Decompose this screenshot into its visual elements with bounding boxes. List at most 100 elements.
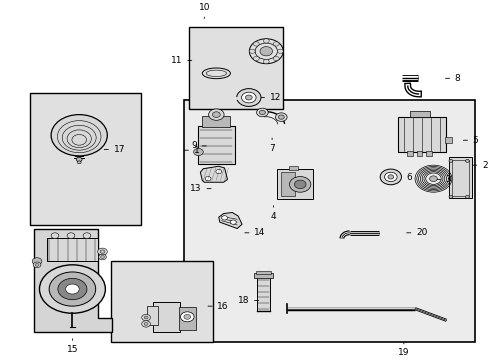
Bar <box>253 273 272 278</box>
Bar <box>111 261 213 342</box>
Circle shape <box>236 89 261 107</box>
Circle shape <box>273 42 279 46</box>
Circle shape <box>76 157 82 162</box>
Text: 18: 18 <box>237 296 249 305</box>
Circle shape <box>32 258 42 265</box>
Bar <box>426 151 431 156</box>
Circle shape <box>205 176 211 181</box>
Bar <box>47 238 98 261</box>
Circle shape <box>230 220 236 224</box>
Text: 7: 7 <box>269 144 274 153</box>
Text: 3: 3 <box>445 175 450 184</box>
Circle shape <box>142 314 150 321</box>
Text: 17: 17 <box>113 145 125 154</box>
Circle shape <box>263 39 268 43</box>
Circle shape <box>212 112 220 117</box>
Text: 9: 9 <box>191 141 197 150</box>
Circle shape <box>51 233 59 238</box>
Polygon shape <box>200 166 227 182</box>
Circle shape <box>33 262 41 268</box>
Circle shape <box>142 321 150 327</box>
Circle shape <box>99 254 106 260</box>
Circle shape <box>65 284 79 294</box>
Circle shape <box>253 42 259 46</box>
Bar <box>288 166 297 170</box>
Circle shape <box>241 92 256 103</box>
Text: 14: 14 <box>254 228 265 237</box>
Bar <box>153 302 180 333</box>
Text: 19: 19 <box>397 348 409 357</box>
Circle shape <box>58 278 87 300</box>
Circle shape <box>448 159 452 162</box>
Bar <box>255 270 270 274</box>
Bar <box>444 137 451 143</box>
Text: 15: 15 <box>66 345 78 354</box>
Text: 13: 13 <box>190 184 202 193</box>
Circle shape <box>263 59 268 64</box>
Circle shape <box>144 316 148 319</box>
Circle shape <box>144 323 148 325</box>
Circle shape <box>180 312 194 322</box>
Text: 1: 1 <box>193 146 199 155</box>
Circle shape <box>183 314 190 319</box>
Circle shape <box>51 114 107 156</box>
Circle shape <box>35 264 39 266</box>
Text: 6: 6 <box>406 174 411 183</box>
Circle shape <box>429 176 436 181</box>
Circle shape <box>245 95 252 100</box>
Circle shape <box>193 148 203 156</box>
Bar <box>409 111 429 117</box>
Bar <box>406 151 412 156</box>
Circle shape <box>387 175 393 179</box>
Bar <box>416 151 422 156</box>
Text: 16: 16 <box>217 302 228 311</box>
Text: 8: 8 <box>454 74 460 83</box>
Circle shape <box>379 169 401 185</box>
Circle shape <box>275 113 286 121</box>
Bar <box>183 100 474 342</box>
Bar <box>30 93 141 225</box>
Bar <box>448 157 471 198</box>
Circle shape <box>49 272 96 306</box>
Circle shape <box>273 57 279 61</box>
Circle shape <box>40 265 105 313</box>
Bar <box>256 277 269 311</box>
Bar <box>179 307 196 330</box>
Circle shape <box>77 161 81 164</box>
Bar <box>198 126 234 165</box>
Bar <box>280 172 295 197</box>
Bar <box>202 116 230 127</box>
Circle shape <box>465 195 468 198</box>
Bar <box>397 117 445 152</box>
Bar <box>147 306 158 325</box>
Circle shape <box>100 250 105 253</box>
Text: 5: 5 <box>472 136 477 145</box>
Circle shape <box>277 49 283 53</box>
Text: 12: 12 <box>269 93 281 102</box>
Circle shape <box>98 248 107 255</box>
Circle shape <box>208 109 224 120</box>
Bar <box>276 169 313 199</box>
Circle shape <box>289 176 310 192</box>
Text: 11: 11 <box>171 56 182 65</box>
Text: 2: 2 <box>481 161 487 170</box>
Bar <box>451 160 468 196</box>
Circle shape <box>256 108 267 117</box>
Text: 10: 10 <box>198 4 209 13</box>
Text: 4: 4 <box>270 212 276 221</box>
Circle shape <box>260 46 272 56</box>
Polygon shape <box>34 229 112 333</box>
Circle shape <box>384 172 396 181</box>
Circle shape <box>465 159 468 162</box>
Polygon shape <box>218 212 242 229</box>
Circle shape <box>215 170 221 174</box>
Circle shape <box>249 49 255 53</box>
Circle shape <box>448 195 452 198</box>
Bar <box>188 27 283 109</box>
Circle shape <box>67 233 75 238</box>
Circle shape <box>83 233 91 238</box>
Circle shape <box>221 216 227 220</box>
Circle shape <box>259 110 265 114</box>
Text: 20: 20 <box>415 228 427 237</box>
Circle shape <box>294 180 305 189</box>
